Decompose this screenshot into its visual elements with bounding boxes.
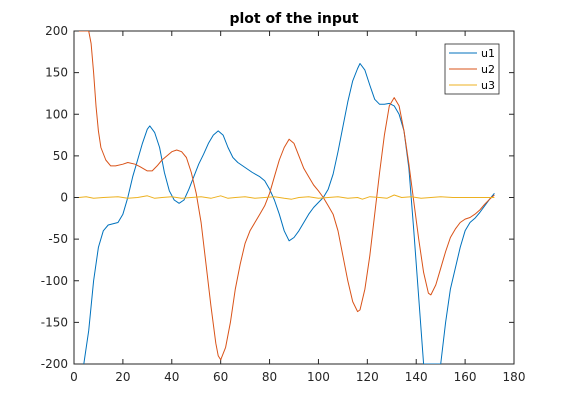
y-tick-label: -200 [41,357,68,371]
x-tick-label: 120 [356,370,379,384]
y-tick-label: 0 [60,191,68,205]
y-tick-label: -150 [41,315,68,329]
y-tick-label: 50 [53,149,68,163]
x-tick-label: 160 [454,370,477,384]
axes-box [73,30,515,365]
y-tick-label: 150 [45,66,68,80]
legend-label-u2: u2 [481,63,495,76]
x-tick-label: 100 [307,370,330,384]
x-tick-label: 0 [70,370,78,384]
y-tick-label: -100 [41,274,68,288]
x-tick-label: 60 [213,370,228,384]
series-group [78,31,495,364]
plot-area: 0 20 40 60 80 100 120 140 160 180 200 150 100 50 0 -50 -… [41,24,526,384]
y-tick-label: -50 [48,232,68,246]
x-tick-label: 20 [115,370,130,384]
series-line-u3 [78,194,495,200]
axis-ticks: 0 20 40 60 80 100 120 140 160 180 200 150 100 50 0 -50 -… [41,24,526,384]
series-line-u1 [83,63,495,364]
y-tick-label: 100 [45,107,68,121]
series-line-u2 [78,31,495,361]
x-tick-label: 180 [503,370,526,384]
x-tick-label: 40 [164,370,179,384]
x-tick-label: 80 [262,370,277,384]
legend-label-u3: u3 [481,79,495,92]
legend-label-u1: u1 [481,47,495,60]
x-tick-label: 140 [405,370,428,384]
y-tick-label: 200 [45,24,68,38]
legend: u1 u2 u3 [444,43,500,95]
chart-title: plot of the input [229,11,358,27]
